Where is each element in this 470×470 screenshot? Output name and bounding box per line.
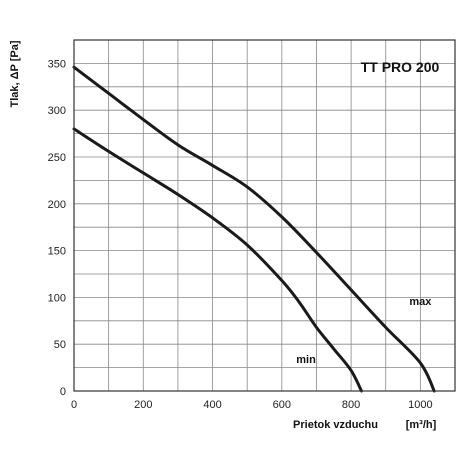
curve-labels: max min: [296, 296, 432, 366]
y-tick-label: 300: [48, 105, 66, 117]
chart-title: TT PRO 200: [361, 59, 440, 75]
y-tick-label: 100: [48, 292, 66, 304]
x-axis-label: Prietok vzduchu: [293, 419, 378, 431]
y-tick-label: 150: [48, 246, 66, 258]
plot-frame: [73, 39, 456, 392]
y-tick-label: 250: [48, 152, 66, 164]
y-tick-label: 200: [48, 199, 66, 211]
x-tick-label: 200: [134, 399, 152, 411]
curves: [72, 65, 436, 393]
y-tick-labels: 0 50 100 150 200 250 300 350: [48, 58, 66, 398]
x-tick-label: 0: [71, 399, 77, 411]
y-tick-label: 350: [48, 58, 66, 70]
y-tick-label: 50: [54, 339, 66, 351]
grid: [74, 40, 455, 391]
x-tick-labels: 0 200 400 600 800 1000: [71, 399, 433, 411]
series-line-max: [72, 65, 436, 393]
y-tick-label: 0: [60, 386, 66, 398]
x-tick-label: 800: [342, 399, 360, 411]
series-label-max: max: [409, 296, 432, 308]
x-tick-label: 1000: [408, 399, 432, 411]
x-tick-label: 400: [203, 399, 221, 411]
x-tick-label: 600: [273, 399, 291, 411]
x-axis-unit: [m³/h]: [406, 419, 437, 431]
series-label-min: min: [296, 354, 316, 366]
y-axis-label: Tlak, ΔP [Pa]: [9, 40, 21, 107]
series-line-min: [72, 127, 363, 393]
